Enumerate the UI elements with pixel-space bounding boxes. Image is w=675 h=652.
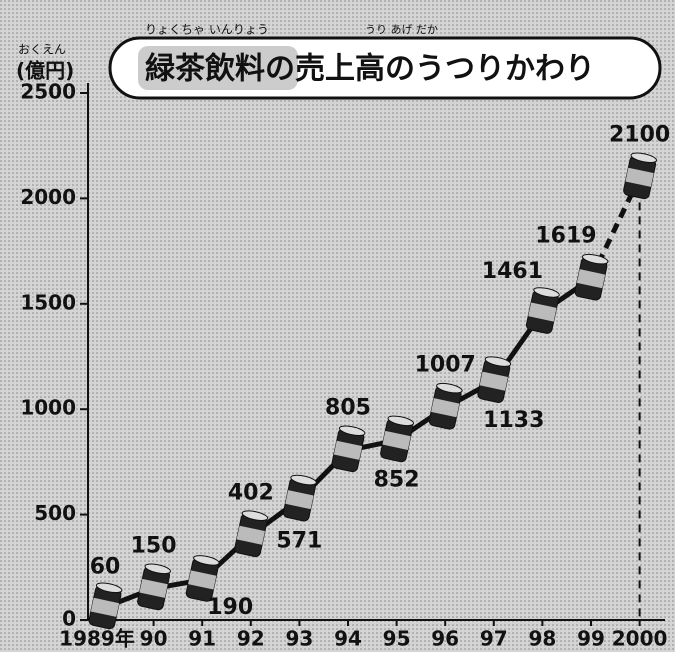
x-tick-label: 90 [140, 627, 168, 651]
x-tick-label: 96 [431, 627, 459, 651]
y-tick-label: 2500 [20, 80, 76, 104]
y-label-ruby: おくえん [18, 43, 66, 57]
value-label: 1461 [482, 259, 543, 284]
y-tick-label: 500 [34, 501, 76, 525]
value-label: 402 [228, 480, 274, 505]
chart-title: 緑茶飲料の売上高のうつりかわり [145, 52, 595, 87]
value-label: 571 [276, 529, 322, 554]
x-tick-label: 2000 [612, 627, 668, 651]
value-label: 852 [374, 467, 420, 492]
value-label: 1133 [483, 408, 544, 433]
x-tick-label: 97 [480, 627, 508, 651]
y-tick-label: 2000 [20, 185, 76, 209]
x-tick-label: 98 [528, 627, 556, 651]
value-label: 60 [90, 554, 121, 579]
x-tick-label: 99 [577, 627, 605, 651]
value-label: 190 [207, 595, 253, 620]
y-tick-label: 1000 [20, 396, 76, 420]
value-label: 805 [325, 395, 371, 420]
x-tick-label: 93 [285, 627, 313, 651]
x-tick-label: 92 [237, 627, 265, 651]
title-ruby: うり あげ だか [365, 23, 438, 36]
chart: りょくちゃ いんりょう うり あげ だか 緑茶飲料の売上高のうつりかわり おくえ… [0, 0, 675, 652]
value-label: 1619 [535, 224, 596, 249]
y-tick-label: 1500 [20, 290, 76, 314]
value-label: 150 [131, 533, 177, 558]
x-tick-label: 94 [334, 627, 362, 651]
x-tick-label: 1989年 [59, 627, 135, 651]
value-label: 2100 [609, 122, 670, 147]
x-tick-label: 95 [383, 627, 411, 651]
value-label: 1007 [415, 353, 476, 378]
title-ruby: りょくちゃ いんりょう [145, 23, 269, 37]
x-tick-label: 91 [188, 627, 216, 651]
